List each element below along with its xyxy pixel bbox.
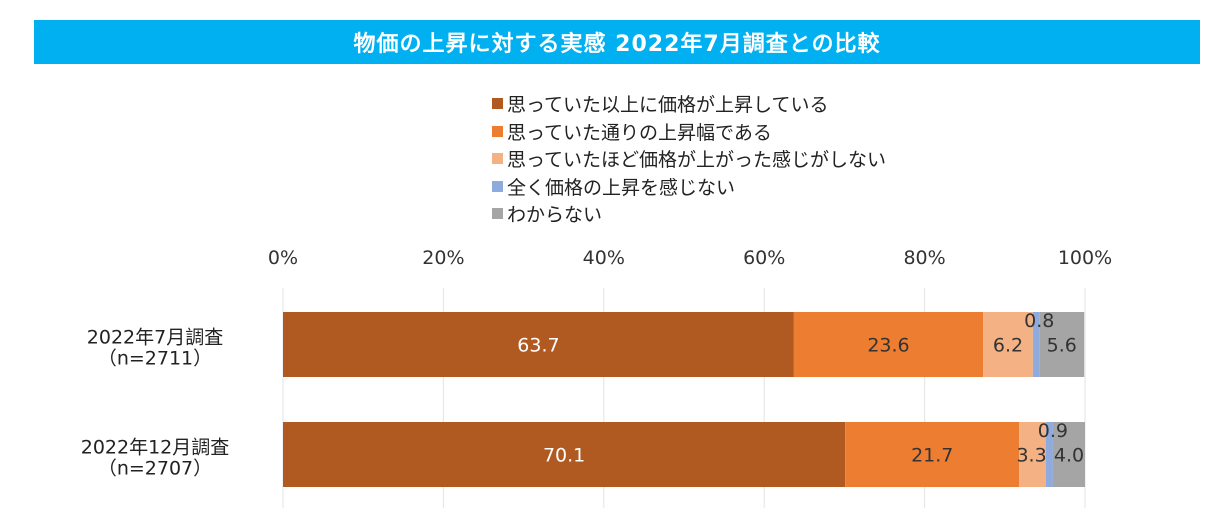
category-label: 2022年7月調査 [87, 327, 223, 349]
legend-item: 思っていたほど価格が上がった感じがしない [492, 145, 886, 173]
bar-segment [1052, 422, 1085, 487]
legend-label: 思っていた通りの上昇幅である [507, 121, 772, 144]
legend-item: 思っていた通りの上昇幅である [492, 118, 886, 146]
bar-segment [1019, 422, 1046, 487]
category-label: 2022年12月調査 [81, 437, 230, 459]
x-tick-label: 80% [903, 247, 945, 269]
chart-title: 物価の上昇に対する実感 2022年7月調査との比較 [34, 20, 1200, 64]
data-label: 21.7 [911, 445, 953, 467]
data-label: 4.0 [1054, 445, 1084, 467]
bar-segment [1039, 312, 1085, 377]
legend-label: わからない [507, 204, 603, 227]
data-label: 3.3 [1016, 445, 1046, 467]
legend-label: 思っていたほど価格が上がった感じがしない [507, 149, 887, 172]
bar-segment [1045, 422, 1053, 487]
bar-segment [983, 312, 1033, 377]
data-label: 23.6 [867, 335, 909, 357]
data-label: 70.1 [543, 445, 585, 467]
bar-segment [845, 422, 1020, 487]
bar-segment [283, 422, 846, 487]
legend-swatch [492, 153, 503, 165]
chart-legend: 思っていた以上に価格が上昇している 思っていた通りの上昇幅である思っていたほど価格… [492, 90, 886, 228]
legend-swatch [492, 180, 503, 192]
x-tick-label: 0% [268, 247, 298, 269]
legend-swatch [492, 98, 503, 110]
legend-swatch [492, 208, 503, 220]
legend-swatch [492, 125, 503, 137]
data-label: 0.8 [1024, 310, 1054, 332]
data-label: 0.9 [1038, 420, 1068, 442]
legend-label: 思っていた以上に価格が上昇している [507, 94, 829, 117]
bar-segment [793, 312, 984, 377]
legend-label: 全く価格の上昇を感じない [507, 176, 736, 199]
x-tick-label: 100% [1058, 247, 1112, 269]
legend-item: わからない [492, 200, 886, 228]
legend-item: 思っていた以上に価格が上昇している [492, 90, 886, 118]
data-label: 6.2 [993, 335, 1023, 357]
bar-segment [1032, 312, 1040, 377]
category-sublabel: （n=2707） [98, 458, 212, 480]
x-tick-label: 20% [422, 247, 464, 269]
data-label: 5.6 [1047, 335, 1077, 357]
legend-item: 全く価格の上昇を感じない [492, 173, 886, 201]
data-label: 63.7 [517, 335, 559, 357]
x-tick-label: 60% [743, 247, 785, 269]
bar-segment [283, 312, 794, 377]
category-sublabel: （n=2711） [98, 348, 212, 370]
x-tick-label: 40% [583, 247, 625, 269]
